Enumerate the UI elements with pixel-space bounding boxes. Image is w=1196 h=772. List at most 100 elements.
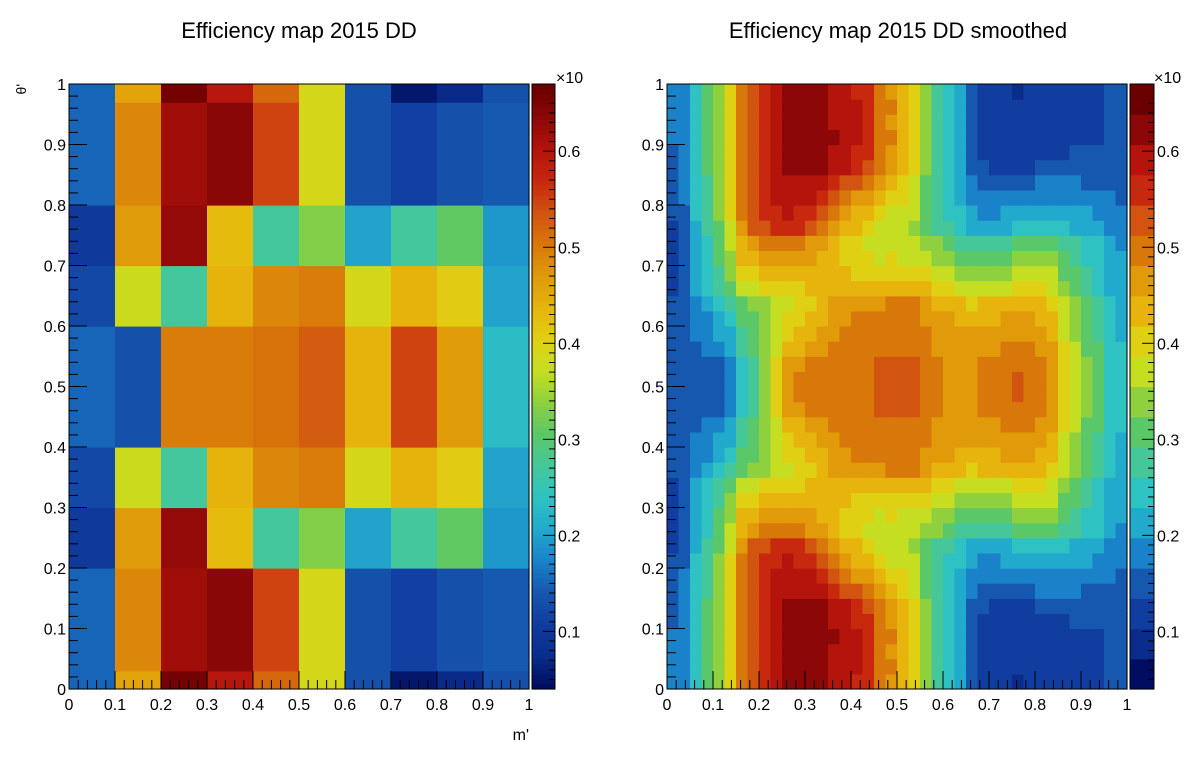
heatmap-cell bbox=[782, 492, 795, 509]
x-tick-label: 1 bbox=[1123, 697, 1132, 714]
heatmap-cell bbox=[1104, 356, 1117, 372]
heatmap-cell bbox=[667, 84, 680, 100]
heatmap-cell bbox=[931, 613, 944, 630]
heatmap-cell bbox=[736, 205, 749, 221]
heatmap-cell bbox=[690, 401, 703, 418]
heatmap-cell bbox=[931, 220, 944, 236]
heatmap-cell bbox=[690, 174, 703, 191]
heatmap-cell bbox=[678, 371, 691, 388]
heatmap-cell bbox=[1046, 386, 1059, 403]
heatmap-cell bbox=[759, 401, 772, 418]
heatmap-cell bbox=[874, 477, 887, 493]
heatmap-cell bbox=[1081, 371, 1094, 388]
heatmap-cell bbox=[1000, 462, 1013, 478]
heatmap-cell bbox=[1058, 552, 1071, 569]
heatmap-cell bbox=[678, 114, 691, 130]
heatmap-cell bbox=[1012, 447, 1025, 463]
heatmap-cell bbox=[943, 326, 956, 342]
heatmap-cell bbox=[690, 477, 703, 493]
axis-ticks bbox=[68, 83, 530, 690]
heatmap-cell bbox=[1046, 129, 1059, 146]
colorbar-step bbox=[1130, 205, 1154, 236]
y-tick-label: 0.7 bbox=[44, 259, 66, 276]
heatmap-cell bbox=[828, 673, 841, 690]
heatmap-cell bbox=[690, 129, 703, 146]
heatmap-cell bbox=[724, 159, 737, 176]
heatmap-cell bbox=[989, 84, 1002, 100]
heatmap-cell bbox=[989, 401, 1002, 418]
heatmap-cell bbox=[874, 613, 887, 630]
heatmap-cell bbox=[839, 643, 852, 660]
heatmap-cell bbox=[851, 144, 864, 161]
heatmap-cell bbox=[701, 673, 714, 690]
heatmap-cell bbox=[736, 416, 749, 433]
heatmap-cell bbox=[713, 507, 726, 524]
heatmap-cell bbox=[759, 416, 772, 433]
heatmap-cell bbox=[690, 265, 703, 282]
heatmap-cell bbox=[701, 462, 714, 478]
heatmap-cell bbox=[759, 174, 772, 191]
heatmap-cell bbox=[977, 250, 990, 267]
heatmap-cell bbox=[724, 492, 737, 509]
heatmap-cell bbox=[977, 643, 990, 660]
heatmap-cell bbox=[885, 265, 898, 282]
heatmap-cell bbox=[1035, 295, 1048, 312]
heatmap-cell bbox=[828, 431, 841, 448]
heatmap-cell bbox=[690, 235, 703, 251]
heatmap-cell bbox=[1012, 99, 1025, 115]
heatmap-cell bbox=[828, 492, 841, 509]
heatmap-cell bbox=[1104, 658, 1117, 675]
heatmap-cell bbox=[1023, 265, 1036, 282]
heatmap-cell bbox=[1115, 673, 1128, 690]
heatmap-cell bbox=[667, 189, 680, 206]
heatmap-cell bbox=[1046, 643, 1059, 660]
heatmap-cell bbox=[1012, 220, 1025, 236]
heatmap-cell bbox=[724, 356, 737, 372]
heatmap-cell bbox=[207, 326, 254, 448]
colorbar-step bbox=[532, 129, 555, 136]
heatmap-cell bbox=[713, 416, 726, 433]
heatmap-cell bbox=[897, 507, 910, 524]
heatmap-cell bbox=[1092, 628, 1105, 645]
heatmap-cell bbox=[954, 507, 967, 524]
heatmap-cell bbox=[954, 492, 967, 509]
heatmap-cell bbox=[920, 326, 933, 342]
heatmap-cell bbox=[1092, 643, 1105, 660]
heatmap-cell bbox=[1046, 371, 1059, 388]
heatmap-cell bbox=[1046, 84, 1059, 100]
heatmap-cell bbox=[897, 341, 910, 357]
heatmap-cell bbox=[759, 568, 772, 584]
heatmap-cell bbox=[724, 174, 737, 191]
heatmap-cell bbox=[1104, 295, 1117, 312]
heatmap-cell bbox=[805, 205, 818, 221]
heatmap-cell bbox=[920, 356, 933, 372]
colorbar-step bbox=[532, 658, 555, 665]
colorbar-step bbox=[532, 331, 555, 337]
heatmap-cell bbox=[1023, 220, 1036, 236]
heatmap-cell bbox=[954, 356, 967, 372]
heatmap-cell bbox=[1081, 477, 1094, 493]
heatmap-cell bbox=[966, 401, 979, 418]
heatmap-cell bbox=[724, 568, 737, 584]
heatmap-cell bbox=[862, 507, 875, 524]
heatmap-cell bbox=[1081, 114, 1094, 130]
x-tick-label: 0 bbox=[65, 697, 74, 714]
heatmap-cell bbox=[391, 102, 438, 206]
heatmap-cell bbox=[1035, 568, 1048, 584]
heatmap-cell bbox=[1069, 447, 1082, 463]
heatmap-cell bbox=[253, 84, 300, 103]
heatmap-cell bbox=[747, 99, 760, 115]
heatmap-cell bbox=[805, 477, 818, 493]
heatmap-cell bbox=[713, 401, 726, 418]
heatmap-cell bbox=[1000, 129, 1013, 146]
heatmap-cell bbox=[701, 84, 714, 100]
heatmap-cell bbox=[839, 492, 852, 509]
heatmap-cell bbox=[920, 159, 933, 176]
heatmap-cell bbox=[989, 507, 1002, 524]
colorbar-step bbox=[1130, 416, 1154, 448]
heatmap-cell bbox=[678, 507, 691, 524]
heatmap-cell bbox=[943, 114, 956, 130]
heatmap-cell bbox=[977, 628, 990, 645]
heatmap-cell bbox=[920, 552, 933, 569]
heatmap-cell bbox=[1069, 205, 1082, 221]
